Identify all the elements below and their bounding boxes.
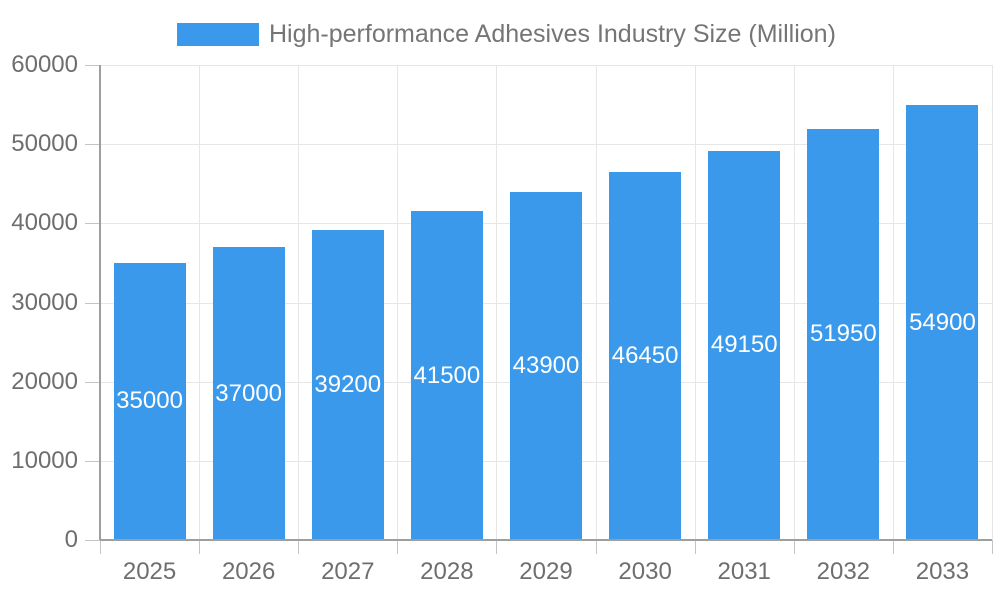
vertical-gridline (298, 65, 300, 540)
y-axis-tick (85, 65, 100, 66)
legend-color-swatch (177, 23, 259, 46)
bar: 37000 (212, 247, 285, 540)
y-axis-label: 40000 (11, 209, 78, 237)
bar: 46450 (609, 172, 682, 540)
x-axis-label: 2031 (717, 558, 771, 585)
y-axis-label: 30000 (11, 288, 78, 316)
y-axis-tick (85, 381, 100, 383)
bar: 43900 (510, 192, 582, 540)
y-axis-tick (85, 223, 100, 225)
y-axis-label: 20000 (11, 367, 78, 395)
bar: 51950 (807, 128, 880, 540)
x-axis-tick (892, 540, 894, 554)
bar-value-label: 54900 (909, 308, 976, 336)
chart-legend: High-performance Adhesives Industry Size… (177, 20, 836, 49)
x-axis-tick (397, 540, 399, 554)
bar-value-label: 51950 (809, 320, 877, 348)
bar-value-label: 49150 (710, 331, 778, 359)
vertical-gridline (694, 65, 696, 540)
vertical-gridline (992, 65, 993, 540)
bar-value-label: 41500 (413, 361, 481, 389)
x-axis-tick (992, 540, 993, 554)
x-axis-tick (298, 540, 300, 554)
x-axis-label: 2026 (221, 558, 276, 585)
x-axis-tick (595, 540, 597, 554)
bar-value-label: 46450 (611, 342, 679, 370)
x-axis-tick (694, 540, 696, 554)
y-axis-tick (85, 144, 100, 146)
bar: 54900 (906, 105, 979, 540)
x-axis-label: 2033 (915, 558, 970, 585)
y-axis-tick (85, 302, 100, 304)
x-axis-label: 2030 (618, 558, 672, 585)
bar-value-label: 35000 (116, 387, 183, 415)
y-axis-label: 0 (64, 526, 78, 553)
vertical-gridline (892, 65, 894, 540)
legend-label: High-performance Adhesives Industry Size… (269, 20, 836, 48)
y-axis-label: 10000 (11, 446, 78, 474)
vertical-gridline (793, 65, 795, 540)
vertical-gridline (199, 65, 201, 540)
bar-value-label: 43900 (512, 352, 580, 380)
x-axis-label: 2032 (816, 558, 871, 585)
y-axis-tick (85, 460, 100, 462)
bar: 39200 (311, 229, 384, 540)
x-axis-label: 2027 (321, 558, 375, 585)
vertical-gridline (595, 65, 597, 540)
vertical-gridline (496, 65, 498, 540)
vertical-gridline (397, 65, 399, 540)
x-axis-label: 2029 (519, 558, 573, 585)
horizontal-gridline (100, 65, 992, 66)
y-axis-label: 60000 (11, 51, 78, 78)
y-axis-tick (85, 540, 100, 541)
bar-value-label: 39200 (314, 370, 382, 398)
x-axis-tick (100, 540, 101, 554)
y-axis-line (99, 65, 101, 540)
x-axis-tick (496, 540, 498, 554)
y-axis-label: 50000 (11, 130, 78, 158)
bar: 35000 (113, 262, 186, 540)
bar: 49150 (708, 150, 781, 540)
bar-value-label: 37000 (215, 379, 283, 407)
bar: 41500 (410, 211, 483, 540)
x-axis-tick (199, 540, 201, 554)
x-axis-label: 2025 (122, 558, 177, 585)
x-axis-tick (793, 540, 795, 554)
x-axis-label: 2028 (420, 558, 474, 585)
horizontal-gridline (100, 144, 992, 146)
x-axis-line (100, 539, 992, 541)
